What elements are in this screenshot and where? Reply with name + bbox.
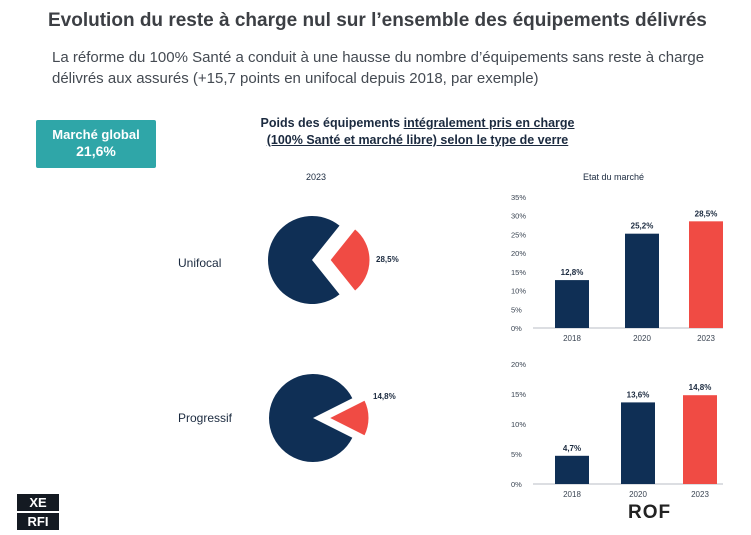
bars-title: Etat du marché [583, 172, 645, 182]
bar0-value-2023: 28,5% [695, 209, 718, 218]
bar1-xtick-2023: 2023 [691, 490, 709, 499]
pie-0-slice-highlight [329, 228, 371, 292]
bar1-value-2020: 13,6% [627, 390, 650, 399]
xerfi-logo-top: XE [17, 494, 59, 511]
chart-title-line2: (100% Santé et marché libre) selon le ty… [266, 133, 569, 147]
xerfi-logo-bottom: RFI [17, 513, 59, 530]
bar1-ytick-2: 10% [511, 420, 526, 429]
bar1-value-2023: 14,8% [689, 383, 712, 392]
pie-value-label-progressif: 14,8% [373, 392, 396, 401]
bar0-bar-2023 [689, 221, 723, 328]
bar0-ytick-1: 5% [511, 305, 522, 314]
rof-logo: ROF [628, 502, 672, 523]
bar0-xtick-2023: 2023 [697, 334, 715, 343]
pie-1-slice-highlight [327, 399, 370, 437]
bar0-ytick-4: 20% [511, 249, 526, 258]
bar0-value-2020: 25,2% [631, 222, 654, 231]
bar0-xtick-2018: 2018 [563, 334, 581, 343]
badge-label: Marché global [52, 127, 140, 142]
chart-title-prefix: Poids des équipements [260, 116, 404, 130]
bar1-bar-2018 [555, 455, 589, 484]
bar0-value-2018: 12,8% [561, 268, 584, 277]
bar0-ytick-3: 15% [511, 268, 526, 277]
badge-value: 21,6% [76, 143, 116, 159]
xerfi-logo: XE RFI [17, 494, 59, 530]
bar1-ytick-4: 20% [511, 360, 526, 369]
bar1-xtick-2020: 2020 [629, 490, 647, 499]
pie-year-label: 2023 [306, 172, 327, 182]
bar1-bar-2023 [683, 395, 717, 484]
chart-title: Poids des équipements intégralement pris… [230, 115, 605, 149]
bar1-value-2018: 4,7% [563, 444, 581, 453]
bar0-xtick-2020: 2020 [633, 334, 651, 343]
pie-row-label-unifocal: Unifocal [178, 256, 222, 270]
bar0-bar-2018 [555, 280, 589, 328]
pie-value-label-unifocal: 28,5% [376, 255, 399, 264]
bar0-ytick-7: 35% [511, 193, 526, 202]
page-title: Evolution du reste à charge nul sur l’en… [48, 10, 707, 31]
bar1-ytick-0: 0% [511, 480, 522, 489]
page-subtitle: La réforme du 100% Santé a conduit à une… [52, 49, 705, 87]
bar0-ytick-6: 30% [511, 212, 526, 221]
chart-title-underlined: intégralement pris en charge [403, 116, 575, 130]
bar0-ytick-0: 0% [511, 324, 522, 333]
bar1-ytick-1: 5% [511, 450, 522, 459]
pie-row-label-progressif: Progressif [178, 411, 233, 425]
bar0-ytick-2: 10% [511, 287, 526, 296]
bar0-ytick-5: 25% [511, 230, 526, 239]
pie-1-slice-main [269, 374, 353, 462]
pie-0-slice-main [268, 216, 340, 304]
bar1-xtick-2018: 2018 [563, 490, 581, 499]
global-market-badge: Marché global 21,6% [36, 120, 156, 168]
bar1-ytick-3: 15% [511, 390, 526, 399]
bar1-bar-2020 [621, 402, 655, 484]
bar0-bar-2020 [625, 233, 659, 328]
